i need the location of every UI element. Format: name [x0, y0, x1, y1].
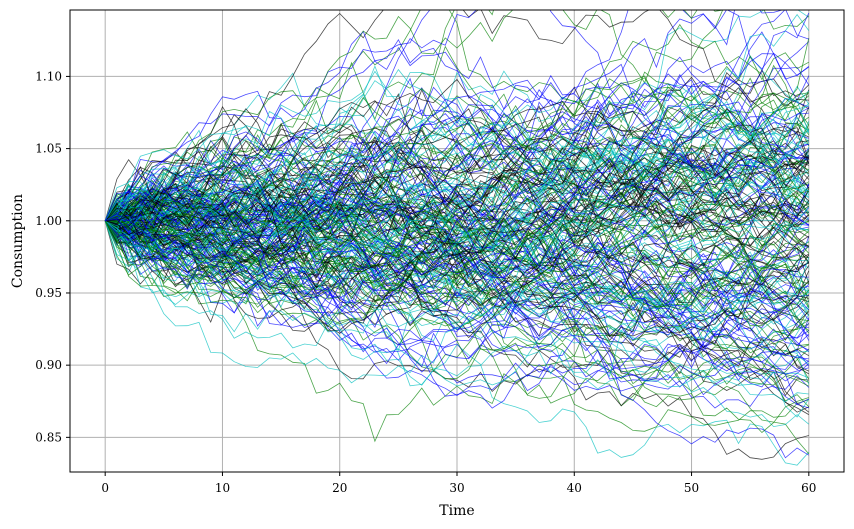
x-tick-label: 60 [801, 481, 816, 495]
consumption-path [105, 215, 810, 351]
consumption-path [105, 117, 810, 276]
consumption-path [105, 77, 809, 230]
consumption-path [104, 158, 809, 286]
consumption-path [104, 121, 810, 224]
consumption-path [104, 212, 809, 372]
consumption-path [105, 55, 810, 228]
consumption-path [105, 212, 809, 434]
consumption-path [104, 186, 810, 374]
y-tick-label: 1.10 [35, 69, 62, 83]
y-axis: 0.85 0.90 0.95 1.00 1.05 1.10 [35, 69, 70, 444]
consumption-path [104, 88, 810, 244]
consumption-path [105, 96, 809, 225]
x-axis-label: Time [439, 503, 474, 519]
consumption-path [104, 10, 431, 221]
consumption-path [104, 220, 810, 361]
y-tick-label: 0.85 [35, 430, 62, 444]
consumption-path [104, 88, 810, 223]
consumption-path [105, 109, 810, 243]
consumption-path [104, 126, 810, 241]
consumption-path [104, 140, 810, 246]
consumption-path [104, 213, 809, 347]
consumption-path [105, 53, 810, 261]
consumption-path [104, 211, 810, 331]
consumption-path [105, 197, 810, 368]
consumption-path [104, 174, 810, 264]
consumption-path [105, 203, 810, 347]
consumption-path [104, 56, 810, 242]
consumption-path [105, 45, 809, 232]
consumption-path [104, 153, 809, 383]
consumption-path [105, 214, 810, 352]
consumption-path [105, 151, 809, 317]
consumption-path [105, 12, 810, 289]
consumption-path [104, 175, 809, 263]
consumption-path [105, 122, 810, 236]
consumption-path [105, 209, 810, 375]
consumption-path [104, 220, 809, 370]
consumption-path [104, 220, 810, 428]
consumption-path [104, 220, 809, 368]
x-tick-label: 10 [215, 481, 230, 495]
x-tick-label: 50 [684, 481, 699, 495]
consumption-path [104, 10, 810, 224]
consumption-path [104, 93, 810, 263]
consumption-path [104, 191, 810, 339]
y-tick-label: 1.00 [35, 214, 62, 228]
consumption-path [105, 220, 810, 418]
consumption-path [104, 31, 810, 222]
x-tick-label: 0 [101, 481, 109, 495]
y-tick-label: 0.95 [35, 286, 62, 300]
consumption-path [104, 10, 809, 225]
consumption-path [105, 64, 810, 270]
x-tick-label: 40 [567, 481, 582, 495]
y-tick-label: 0.90 [35, 358, 62, 372]
consumption-path [105, 105, 810, 273]
consumption-path [105, 152, 809, 248]
consumption-path [105, 131, 810, 241]
consumption-path [105, 115, 810, 224]
consumption-path [104, 189, 809, 399]
consumption-path [105, 76, 809, 227]
y-axis-label: Consumption [10, 194, 26, 288]
consumption-path [104, 207, 810, 341]
consumption-path [105, 157, 809, 254]
series-group [104, 10, 810, 466]
consumption-path [105, 10, 810, 278]
x-axis: 0 10 20 30 40 50 60 [101, 472, 816, 495]
consumption-path [105, 104, 810, 319]
consumption-path [105, 192, 809, 382]
consumption-path [104, 195, 810, 280]
consumption-path [104, 162, 810, 298]
x-tick-label: 30 [449, 481, 464, 495]
x-tick-label: 20 [332, 481, 347, 495]
consumption-path [105, 136, 810, 255]
consumption-path [105, 215, 810, 345]
consumption-path [104, 220, 809, 403]
consumption-path [104, 118, 810, 222]
consumption-path [105, 177, 809, 298]
consumption-path [105, 203, 809, 406]
consumption-path [105, 217, 809, 397]
consumption-path [105, 162, 810, 260]
y-tick-label: 1.05 [35, 142, 62, 156]
consumption-path [104, 203, 810, 340]
